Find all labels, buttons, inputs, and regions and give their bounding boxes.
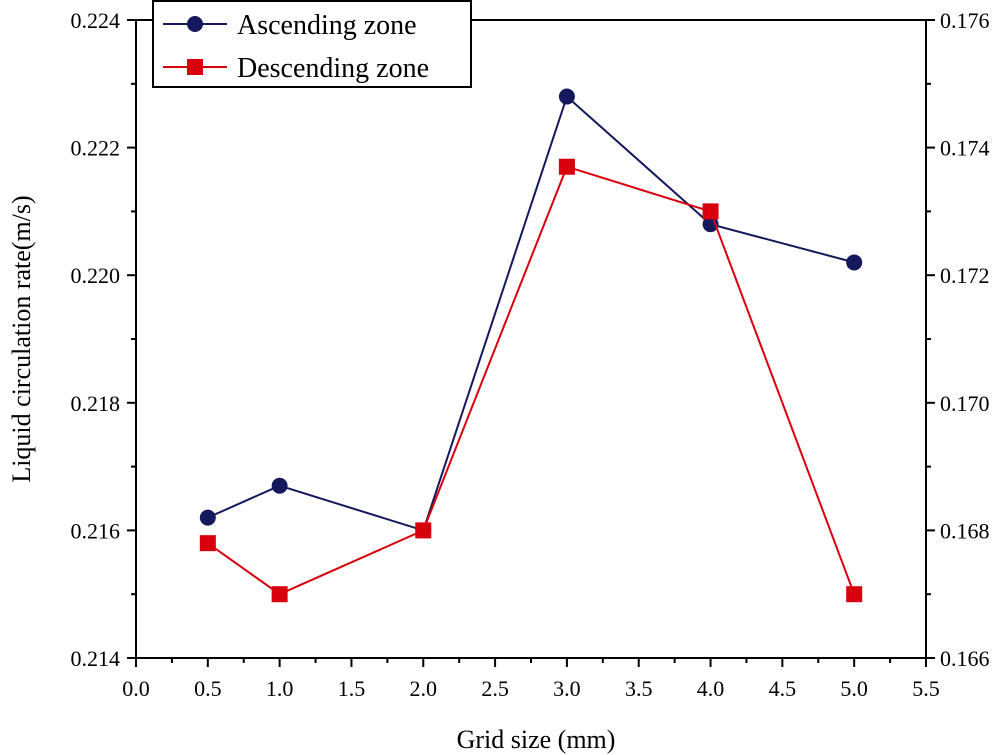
y-tick-label: 0.224 xyxy=(71,8,121,33)
data-point-square xyxy=(199,535,216,552)
y2-tick-label: 0.166 xyxy=(940,646,990,671)
legend-marker-circle xyxy=(187,16,203,32)
data-point-square xyxy=(271,586,288,603)
data-point-square xyxy=(415,522,432,539)
y-tick-label: 0.218 xyxy=(71,391,121,416)
x-tick-label: 3.5 xyxy=(625,676,653,701)
series-layer xyxy=(199,88,863,603)
y2-tick-label: 0.176 xyxy=(940,8,990,33)
plot-frame xyxy=(135,19,927,659)
y2-tick-label: 0.174 xyxy=(940,136,990,161)
x-tick-label: 5.0 xyxy=(840,676,868,701)
y2-tick-label: 0.168 xyxy=(940,518,990,543)
ticks-layer: 0.0 0.5 1.0 1.5 2.0 2.5 3.0 3.5 4.0 4.5 5.0 5.5 0.21… xyxy=(71,8,990,701)
x-tick-label: 1.0 xyxy=(266,676,294,701)
data-point-square xyxy=(846,586,863,603)
data-point-circle xyxy=(558,88,575,105)
legend: Ascending zone Descending zone xyxy=(152,0,472,88)
x-axis-title: Grid size (mm) xyxy=(457,725,616,754)
y-tick-label: 0.214 xyxy=(71,646,121,671)
legend-label: Descending zone xyxy=(237,53,429,84)
legend-marker-square xyxy=(187,59,203,75)
x-tick-label: 4.0 xyxy=(697,676,725,701)
legend-label: Ascending zone xyxy=(237,10,417,41)
x-tick-label: 5.5 xyxy=(912,676,940,701)
y2-tick-label: 0.170 xyxy=(940,391,990,416)
x-tick-label: 1.5 xyxy=(338,676,366,701)
series-line-2 xyxy=(207,165,856,596)
data-point-square xyxy=(558,158,575,175)
series-line-1 xyxy=(207,94,855,532)
data-point-square xyxy=(702,203,719,220)
x-tick-label: 0.5 xyxy=(194,676,222,701)
x-tick-label: 2.5 xyxy=(481,676,509,701)
data-point-circle xyxy=(846,254,863,271)
x-tick-label: 4.5 xyxy=(769,676,797,701)
x-tick-label: 2.0 xyxy=(410,676,438,701)
data-point-circle xyxy=(271,477,288,494)
y-tick-label: 0.216 xyxy=(71,518,121,543)
data-point-circle xyxy=(199,509,216,526)
legend-box xyxy=(152,0,472,88)
y-axis-title: Liquid circulation rate(m/s) xyxy=(7,195,36,482)
y-tick-label: 0.222 xyxy=(71,136,121,161)
x-tick-label: 3.0 xyxy=(553,676,581,701)
y-tick-label: 0.220 xyxy=(71,263,121,288)
y2-tick-label: 0.172 xyxy=(940,263,990,288)
x-tick-label: 0.0 xyxy=(122,676,150,701)
